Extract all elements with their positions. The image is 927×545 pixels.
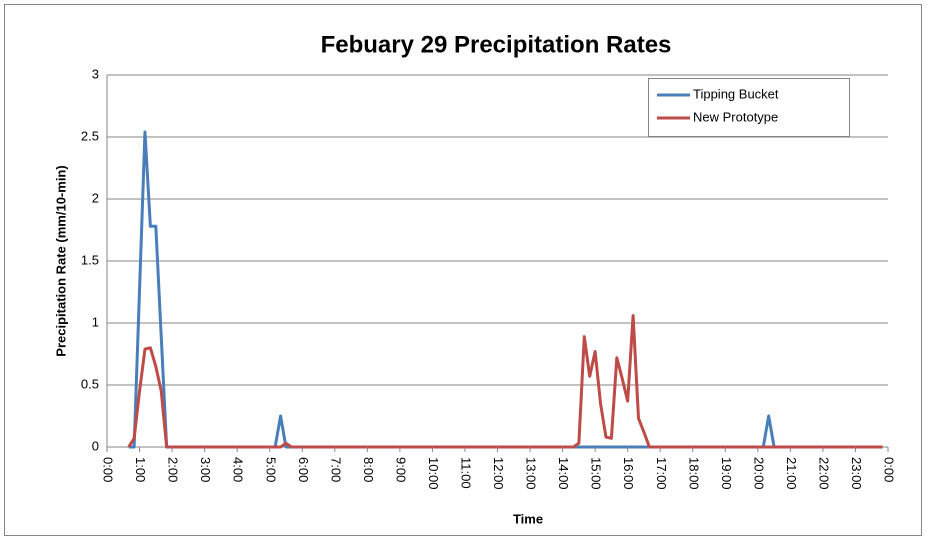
x-tick-label: 7:00 (328, 457, 343, 482)
x-tick-label: 2:00 (166, 457, 181, 482)
y-tick-label: 2.5 (81, 128, 99, 143)
x-tick-label: 14:00 (556, 457, 571, 490)
y-tick-label: 1 (92, 314, 99, 329)
y-axis-label: Precipitation Rate (mm/10-min) (53, 165, 68, 356)
y-tick-label: 2 (92, 190, 99, 205)
x-tick-label: 15:00 (589, 457, 604, 490)
x-tick-label: 11:00 (459, 457, 474, 489)
legend-label: New Prototype (693, 109, 778, 124)
x-tick-label: 20:00 (751, 457, 766, 490)
x-tick-label: 21:00 (784, 457, 799, 490)
x-tick-label: 6:00 (296, 457, 311, 482)
x-tick-label: 16:00 (621, 457, 636, 490)
x-tick-label: 3:00 (198, 457, 213, 482)
y-tick-label: 1.5 (81, 252, 99, 267)
y-tick-label: 3 (92, 66, 99, 81)
x-tick-label: 1:00 (133, 457, 148, 482)
x-tick-label: 22:00 (816, 457, 831, 490)
series-line (127, 314, 883, 449)
x-tick-label: 0:00 (101, 457, 116, 482)
x-tick-label: 12:00 (491, 457, 506, 490)
x-tick-label: 5:00 (263, 457, 278, 482)
y-tick-label: 0 (92, 438, 99, 453)
x-tick-label: 18:00 (686, 457, 701, 490)
x-tick-label: 9:00 (393, 457, 408, 482)
x-axis-label: Time (513, 511, 543, 526)
x-tick-label: 8:00 (361, 457, 376, 482)
x-tick-label: 23:00 (849, 457, 864, 490)
x-tick-label: 4:00 (231, 457, 246, 482)
x-tick-label: 0:00 (882, 457, 897, 482)
x-tick-label: 10:00 (426, 457, 441, 490)
x-tick-label: 13:00 (524, 457, 539, 490)
x-tick-label: 19:00 (719, 457, 734, 490)
legend-label: Tipping Bucket (693, 86, 779, 101)
y-tick-label: 0.5 (81, 376, 99, 391)
legend-box (648, 78, 850, 137)
x-tick-label: 17:00 (654, 457, 669, 490)
chart-title: Febuary 29 Precipitation Rates (321, 31, 672, 58)
